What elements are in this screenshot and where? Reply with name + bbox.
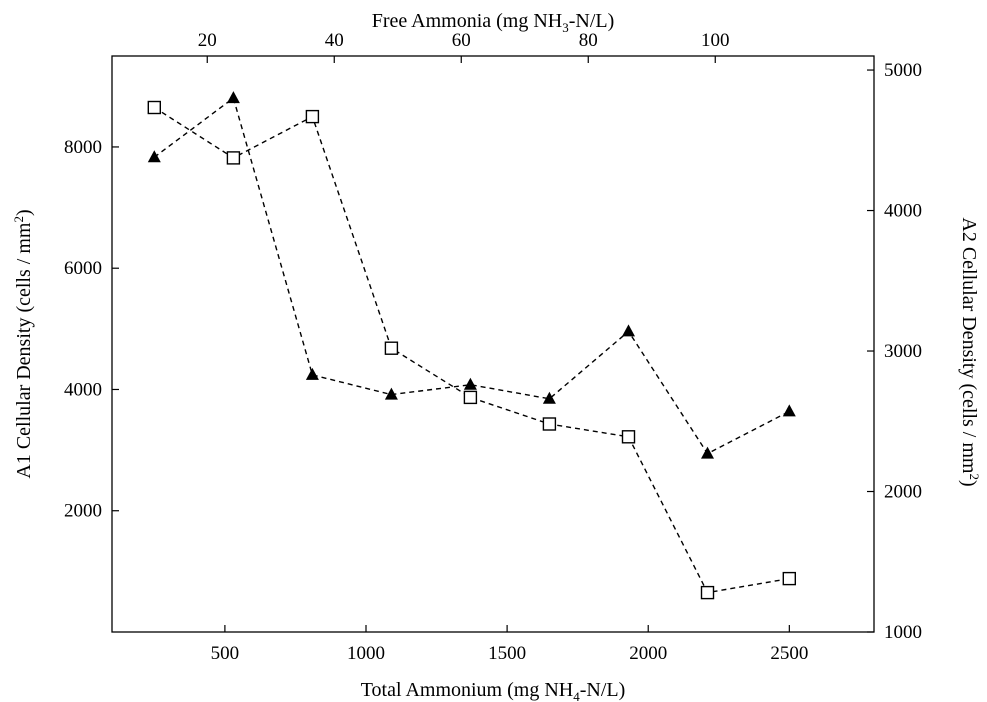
top-x-tick-label: 20 xyxy=(198,30,217,51)
filled-triangle-series-line xyxy=(153,96,790,455)
top-x-tick-label: 100 xyxy=(701,30,730,51)
filled-triangle-marker xyxy=(305,367,319,380)
top-x-tick-label: 80 xyxy=(579,30,598,51)
open-square-marker xyxy=(621,430,636,444)
bottom-x-axis: 500 1000 1500 2000 2500 xyxy=(211,625,808,664)
left-y-tick-label: 6000 xyxy=(64,258,102,279)
filled-triangle-marker xyxy=(542,391,556,404)
plot-frame xyxy=(111,55,875,633)
bottom-x-tick-label: 2500 xyxy=(770,643,808,664)
left-y-axis-title: A1 Cellular Density (cells / mm2) xyxy=(11,209,35,478)
filled-triangle-marker xyxy=(622,324,635,337)
bottom-x-axis-title: Total Ammonium (mg NH4-N/L) xyxy=(361,679,626,702)
filled-triangle-marker xyxy=(226,91,240,104)
open-square-marker xyxy=(384,341,399,355)
open-square-marker xyxy=(305,109,320,124)
filled-triangle-marker xyxy=(782,404,796,417)
open-square-series-line xyxy=(153,106,790,594)
open-square-marker xyxy=(147,100,162,115)
open-square-marker xyxy=(782,571,796,586)
filled-triangle-marker xyxy=(701,446,714,459)
top-x-axis: 20 40 60 80 100 xyxy=(198,30,730,63)
bottom-x-tick-label: 500 xyxy=(211,643,240,664)
bottom-x-tick-label: 1000 xyxy=(347,643,385,664)
right-y-tick-label: 4000 xyxy=(884,201,922,222)
right-y-tick-label: 1000 xyxy=(884,622,922,643)
left-y-tick-label: 8000 xyxy=(64,137,102,158)
left-y-tick-label: 2000 xyxy=(64,501,102,522)
filled-triangle-marker xyxy=(147,150,161,163)
top-x-tick-label: 40 xyxy=(325,30,344,51)
filled-triangle-marker xyxy=(384,387,398,400)
series-layer xyxy=(147,91,796,600)
left-y-tick-label: 4000 xyxy=(64,379,102,400)
open-square-marker xyxy=(700,585,715,600)
filled-triangle-marker xyxy=(463,377,477,390)
top-x-tick-label: 60 xyxy=(452,30,471,51)
right-y-tick-label: 5000 xyxy=(884,60,922,81)
right-y-axis: 1000 2000 3000 4000 5000 xyxy=(867,60,922,643)
bottom-x-tick-label: 1500 xyxy=(488,643,526,664)
open-square-marker xyxy=(542,417,557,431)
open-square-marker xyxy=(226,151,241,165)
right-y-axis-title: A2 Cellular Density (cells / mm2) xyxy=(958,217,982,486)
left-y-axis: 2000 4000 6000 8000 xyxy=(64,137,119,522)
open-square-marker xyxy=(463,390,478,405)
right-y-tick-label: 2000 xyxy=(884,482,922,503)
bottom-x-tick-label: 2000 xyxy=(629,643,667,664)
top-x-axis-title: Free Ammonia (mg NH3-N/L) xyxy=(372,10,615,35)
right-y-tick-label: 3000 xyxy=(884,341,922,362)
